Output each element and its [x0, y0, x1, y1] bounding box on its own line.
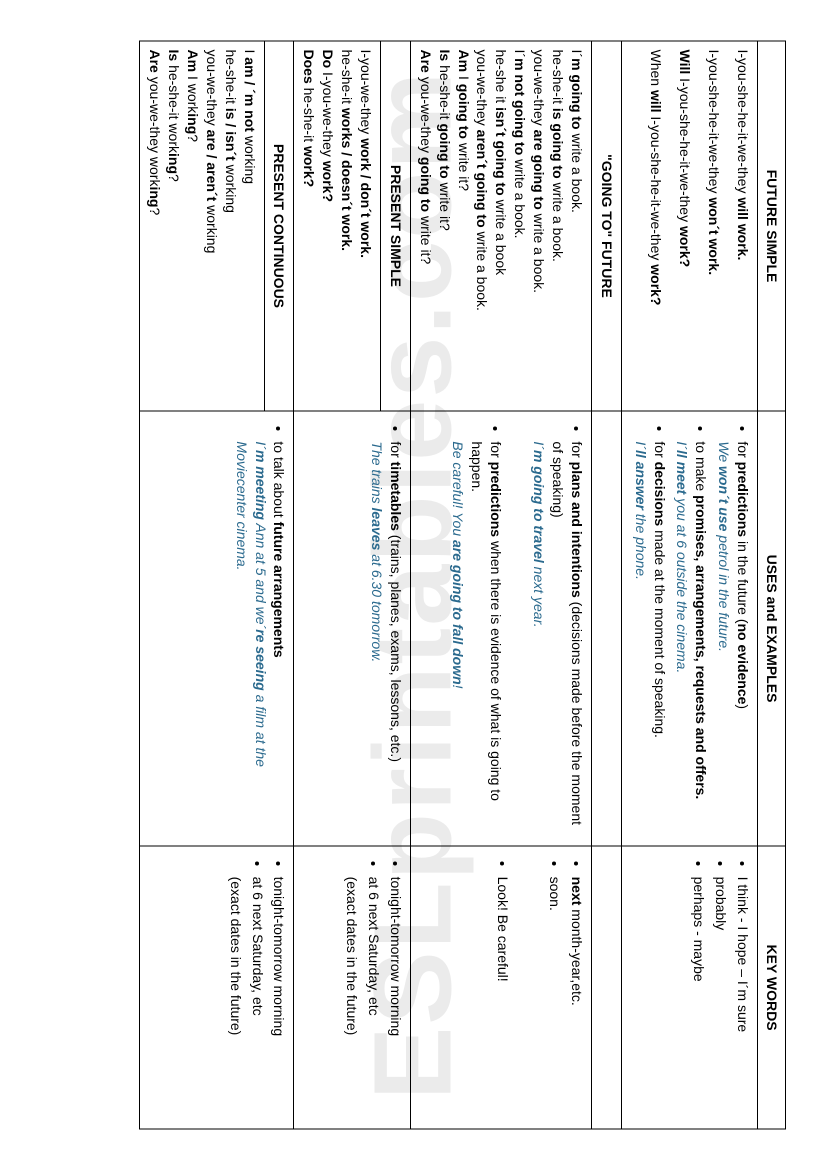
cell-empty: tonight-tomorrow morning at 6 next Satur… [140, 846, 294, 1129]
use-item: for decisions made at the moment of spea… [631, 441, 669, 837]
going-to-form: I´m going to write a book. he-she-it is … [410, 41, 591, 411]
cell-empty: tonight-tomorrow morning at 6 next Satur… [294, 846, 410, 1129]
table-row: PRESENT SIMPLE for timetables (trains, p… [380, 41, 410, 1129]
header-going-to: "GOING TO" FUTURE [591, 41, 621, 411]
form-line: I´m going to write a book. [567, 49, 586, 402]
use-item: for timetables (trains, planes, exams, l… [367, 441, 405, 837]
form-line: he-she it isn´t going to write a book [491, 49, 510, 402]
form-line: Are you-we-they working? [145, 49, 164, 402]
table-row: PRESENT CONTINUOUS to talk about future … [264, 41, 294, 1129]
cell-empty: for timetables (trains, planes, exams, l… [294, 410, 410, 845]
grammar-table: FUTURE SIMPLE USES and EXAMPLES KEY WORD… [139, 40, 786, 1129]
form-line: I-you-we-they work / don´t work. [356, 49, 375, 402]
header-uses: USES and EXAMPLES [758, 410, 786, 845]
header-present-simple: PRESENT SIMPLE [380, 41, 410, 411]
header-key: KEY WORDS [758, 846, 786, 1129]
use-item: to talk about future arrangements I´m me… [232, 441, 289, 837]
form-line: Am I going to write it? [454, 49, 473, 402]
form-line: When will I-you-she-he-it-we-they work? [647, 49, 666, 402]
form-line: Are you-we-they going to write it? [416, 49, 435, 402]
key-item: I think - I hope – I´m sure [733, 876, 752, 1120]
key-item: tonight-tomorrow morning [386, 876, 405, 1120]
use-item: to make promises, arrangements, requests… [673, 441, 711, 837]
form-line: I-you-she-he-it-we-they will work. [733, 49, 752, 402]
cell-empty [591, 846, 621, 1129]
header-present-continuous: PRESENT CONTINUOUS [264, 41, 294, 411]
form-line: he-she-it is going to write a book. [548, 49, 567, 402]
page: FUTURE SIMPLE USES and EXAMPLES KEY WORD… [0, 0, 826, 1169]
cell-empty [591, 410, 621, 845]
cell-empty: to talk about future arrangements I´m me… [140, 410, 294, 845]
key-item: perhaps - maybe [689, 876, 708, 1120]
header-future-simple: FUTURE SIMPLE [758, 41, 786, 411]
key-item: tonight-tomorrow morning [270, 876, 289, 1120]
future-simple-key: I think - I hope – I´m sure probably per… [621, 846, 757, 1129]
key-item: probably [711, 876, 730, 1120]
key-item: at 6 next Saturday, etc [364, 876, 383, 1120]
key-item: soon. [545, 876, 564, 1120]
form-line: Does he-she-it work? [299, 49, 318, 402]
form-line: you-we-they are going to write a book. [529, 49, 548, 402]
future-simple-form: I-you-she-he-it-we-they will work. I-you… [621, 41, 757, 411]
form-line: you-we-they aren´t going to write a book… [473, 49, 492, 402]
use-item: for plans and intentions (decisions made… [529, 441, 586, 837]
form-line: I-you-she-he-it-we-they won´t work. [704, 49, 723, 402]
form-line: you-we-they are / aren´t working [202, 49, 221, 402]
use-item: for predictions when there is evidence o… [449, 441, 506, 837]
key-note: (exact dates in the future) [226, 854, 245, 1120]
form-line: I am / ´m not working [240, 49, 259, 402]
future-simple-uses: for predictions in the future (no eviden… [621, 410, 757, 845]
key-note: (exact dates in the future) [342, 854, 361, 1120]
table-row: FUTURE SIMPLE USES and EXAMPLES KEY WORD… [758, 41, 786, 1129]
form-line: Do I-you-we-they work? [318, 49, 337, 402]
use-item: for predictions in the future (no eviden… [714, 441, 752, 837]
going-to-key: next month-year,etc. soon. Look! Be care… [410, 846, 591, 1129]
key-item: Look! Be careful! [493, 876, 512, 1120]
form-line: Is he-she-it working? [164, 49, 183, 402]
table-row: I´m going to write a book. he-she-it is … [410, 41, 591, 1129]
table-row: I-you-she-he-it-we-they will work. I-you… [621, 41, 757, 1129]
table-row: "GOING TO" FUTURE [591, 41, 621, 1129]
form-line: I´m not going to write a book. [510, 49, 529, 402]
form-line: Will I-you-she-he-it-we-they work? [675, 49, 694, 402]
key-item: at 6 next Saturday, etc [248, 876, 267, 1120]
going-to-uses: for plans and intentions (decisions made… [410, 410, 591, 845]
form-line: he-she-it is / isn´t working [221, 49, 240, 402]
present-continuous-form: I am / ´m not working he-she-it is / isn… [140, 41, 264, 411]
present-simple-form: I-you-we-they work / don´t work. he-she-… [294, 41, 381, 411]
form-line: Is he-she-it going to write it? [435, 49, 454, 402]
form-line: Am I working? [183, 49, 202, 402]
form-line: he-she-it works / doesn´t work. [337, 49, 356, 402]
key-item: next month-year,etc. [567, 876, 586, 1120]
